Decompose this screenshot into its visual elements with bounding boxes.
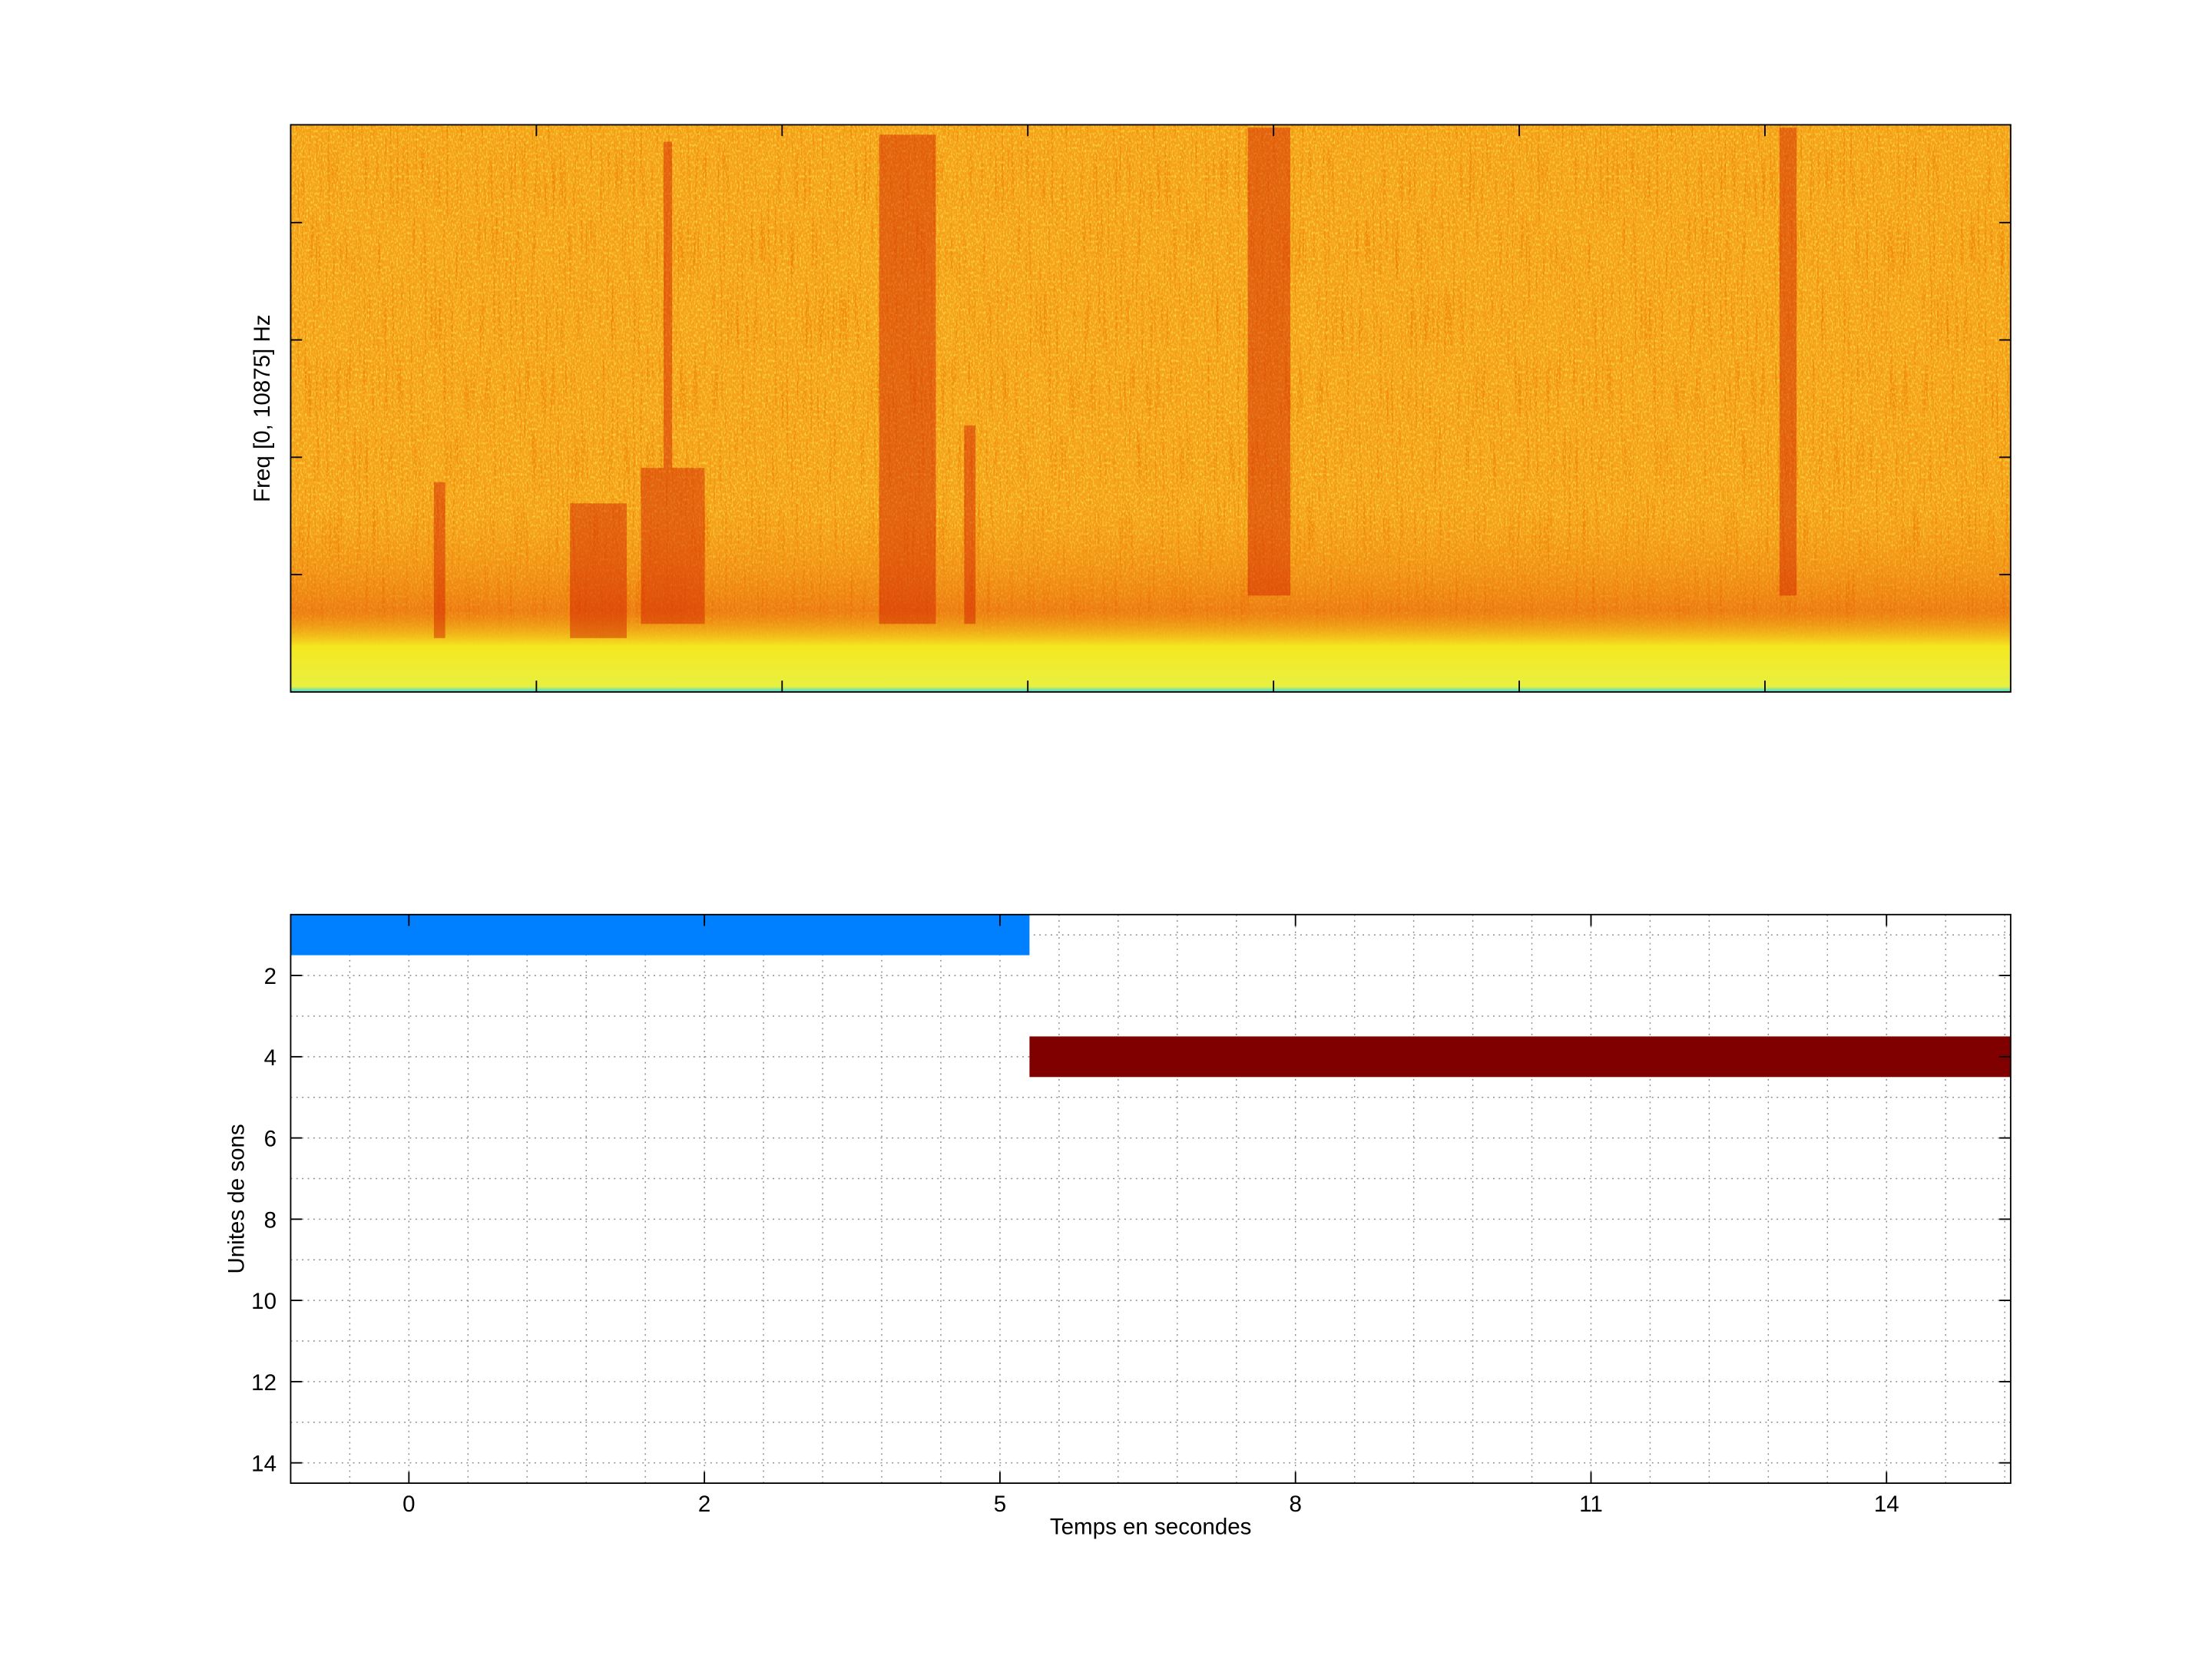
y-axis-label: Unites de sons (224, 1124, 250, 1273)
x-axis-label: Temps en secondes (1050, 1515, 1252, 1540)
spectrogram-image (290, 124, 2011, 692)
axes-frame (290, 124, 2012, 693)
y-tick-label: 12 (251, 1370, 276, 1396)
bar (290, 914, 1030, 955)
axes-frame (290, 913, 2012, 1484)
x-tick-label: 8 (1289, 1492, 1301, 1517)
y-tick-label: 4 (264, 1045, 276, 1071)
x-tick-label: 14 (1874, 1492, 1899, 1517)
x-tick-label: 5 (994, 1492, 1006, 1517)
x-tick-label: 2 (698, 1492, 710, 1517)
bar (1029, 1036, 2011, 1078)
y-tick-label: 8 (264, 1207, 276, 1233)
y-axis-label: Freq [0, 10875] Hz (250, 314, 275, 502)
y-tick-label: 6 (264, 1127, 276, 1152)
y-tick-label: 2 (264, 964, 276, 989)
y-tick-label: 14 (251, 1452, 276, 1477)
y-tick-label: 10 (251, 1289, 276, 1314)
x-tick-label: 11 (1579, 1492, 1603, 1517)
x-tick-label: 0 (402, 1492, 415, 1517)
